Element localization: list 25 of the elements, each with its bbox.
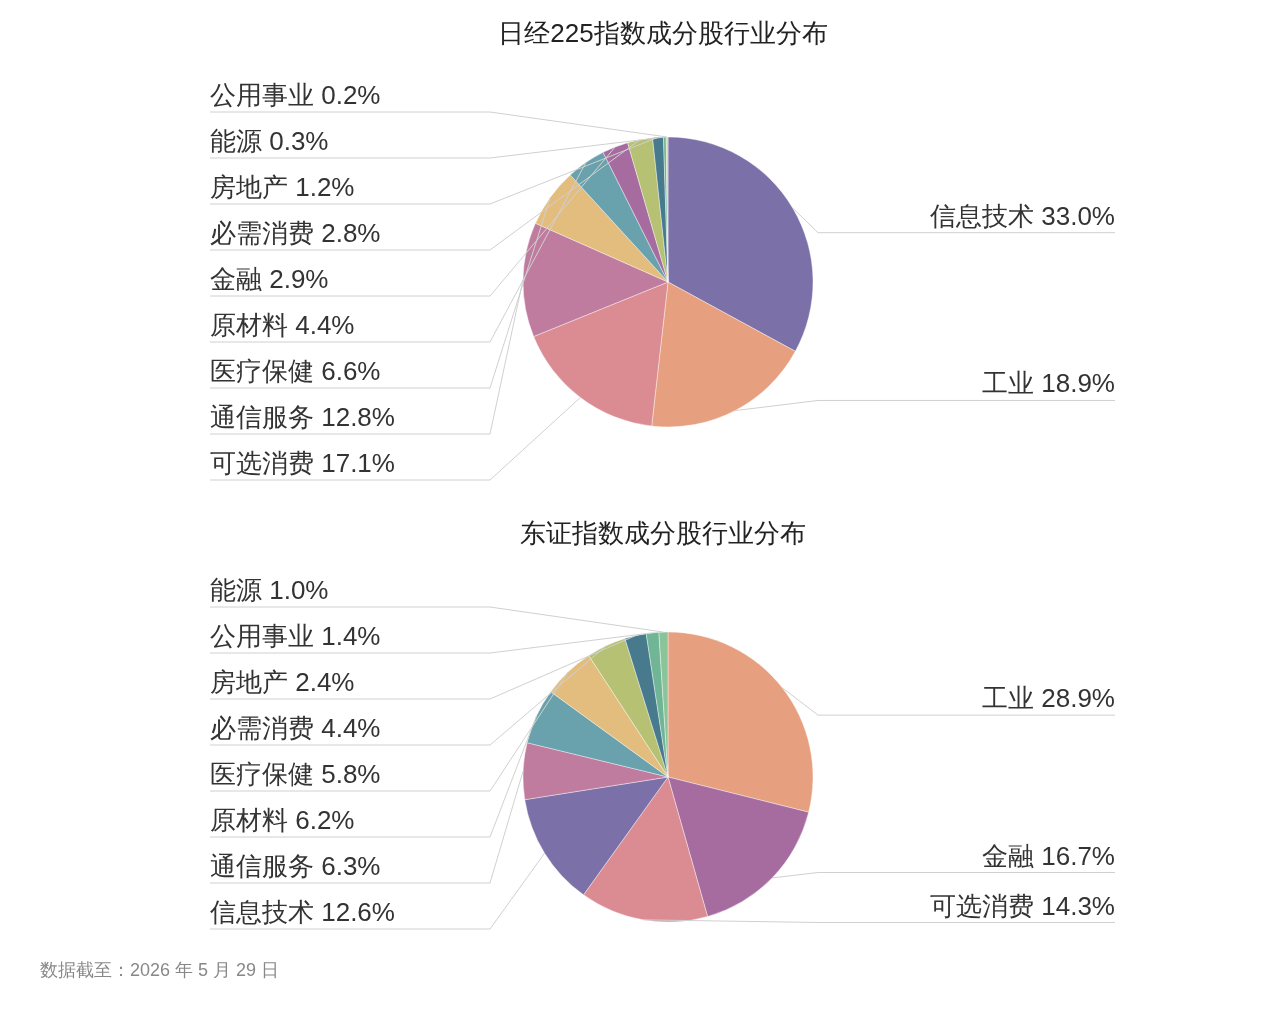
chart-title: 日经225指数成分股行业分布 [497,17,829,50]
slice-label: 原材料 6.2% [210,805,355,835]
slice-label: 可选消费 14.3% [930,890,1115,921]
slice-label: 医疗保健 6.6% [210,356,381,386]
slice-label: 信息技术 33.0% [930,200,1115,231]
slice-label: 公用事业 0.2% [210,80,381,110]
slice-label: 能源 1.0% [210,575,329,605]
slice-label: 金融 16.7% [982,840,1115,871]
slice-label: 房地产 2.4% [210,667,355,697]
slice-label: 能源 0.3% [210,126,329,156]
slice-label: 原材料 4.4% [210,310,355,340]
slice-label: 公用事业 1.4% [210,621,381,651]
slice-label: 金融 2.9% [210,264,329,294]
slice-label: 工业 18.9% [982,368,1115,399]
slice-label: 信息技术 12.6% [210,897,395,927]
chart-title: 东证指数成分股行业分布 [519,517,807,550]
slice-label: 可选消费 17.1% [210,448,395,478]
slice-label: 必需消费 4.4% [210,713,381,743]
slice-label: 医疗保健 5.8% [210,759,381,789]
text: 数据截至：2026 年 5 月 29 日 [39,959,281,982]
slice-label: 房地产 1.2% [210,172,355,202]
slice-label: 通信服务 6.3% [210,851,381,881]
slice-label: 工业 28.9% [982,683,1115,714]
slice-label: 必需消费 2.8% [210,218,381,248]
slice-label: 通信服务 12.8% [210,402,395,432]
